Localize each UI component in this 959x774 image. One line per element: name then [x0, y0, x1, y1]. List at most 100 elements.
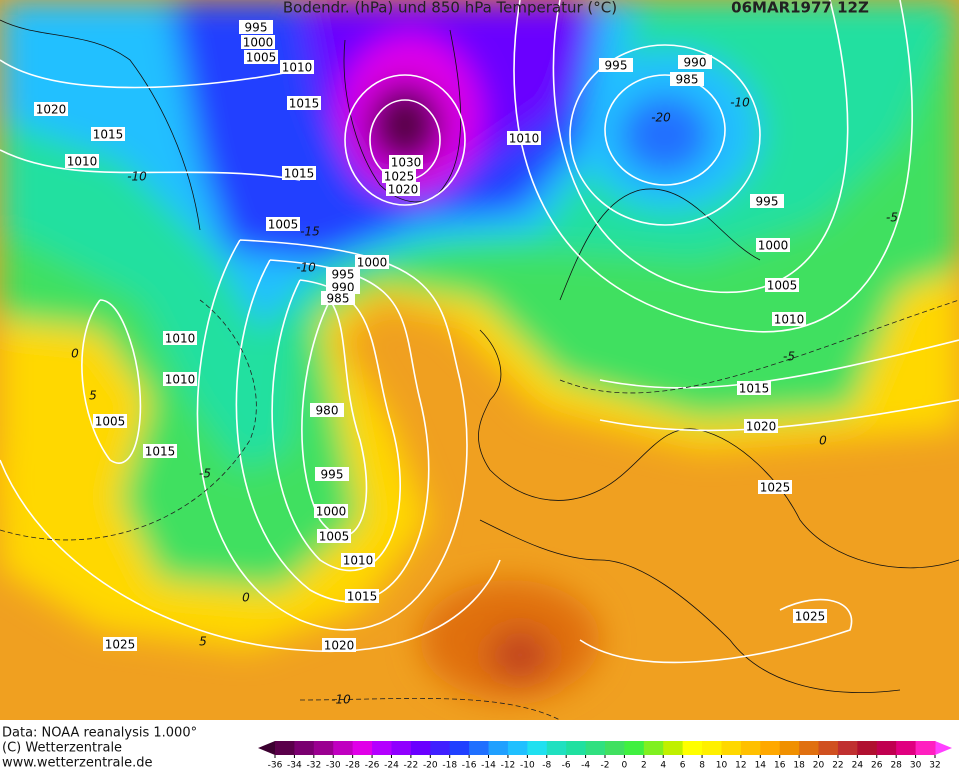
- isobar-label: 1010: [774, 313, 805, 327]
- isobar-label-bg: [326, 267, 360, 281]
- legend-tick-label: 26: [871, 761, 883, 771]
- footer-source: Data: NOAA reanalysis 1.000°: [2, 726, 197, 741]
- temperature-label: -10: [331, 693, 351, 707]
- isobar-label-bg: [322, 638, 356, 652]
- legend-tick-label: -18: [442, 761, 457, 771]
- isobar-label-bg: [91, 127, 125, 141]
- isobar-label-bg: [793, 609, 827, 623]
- isobar-label: 1015: [284, 167, 315, 181]
- legend-swatch: [275, 741, 295, 755]
- temperature-label: -10: [730, 96, 750, 110]
- isobar-label: 980: [316, 404, 339, 418]
- coastlines: [0, 19, 959, 693]
- isobar-label-bg: [345, 589, 379, 603]
- legend-swatch: [333, 741, 354, 755]
- isobar-label-bg: [765, 278, 799, 292]
- legend-tick-label: -6: [562, 761, 571, 771]
- legend-swatch: [469, 741, 490, 755]
- legend-tick-label: 0: [622, 761, 628, 771]
- temperature-label: 0: [71, 347, 79, 361]
- legend-tick-label: -16: [462, 761, 477, 771]
- footer-copyright: (C) Wetterzentrale: [2, 741, 122, 756]
- isobar-label: 990: [684, 56, 707, 70]
- legend-swatch: [352, 741, 373, 755]
- isobar-label-bg: [744, 419, 778, 433]
- legend-tick-label: -32: [306, 761, 321, 771]
- isobar-label: 1015: [739, 382, 770, 396]
- isobar-label-bg: [772, 312, 806, 326]
- legend-swatch: [857, 741, 878, 755]
- isobar-label-bg: [314, 504, 348, 518]
- temperature-label: 5: [199, 635, 207, 649]
- legend-tick-label: 30: [910, 761, 922, 771]
- isobar-label: 1025: [105, 638, 136, 652]
- isobar-label-bg: [599, 58, 633, 72]
- legend-swatch: [643, 741, 664, 755]
- temperature-label: 5: [89, 389, 97, 403]
- isobar-label: 1010: [165, 373, 196, 387]
- temperature-label: 0: [242, 591, 250, 605]
- temperature-label: -20: [651, 111, 671, 125]
- legend-swatch: [410, 741, 431, 755]
- isobar-label: 1000: [316, 505, 347, 519]
- legend-swatch: [799, 741, 820, 755]
- legend-tick-label: 22: [832, 761, 843, 771]
- legend-swatch: [915, 741, 936, 755]
- isobar-label-bg: [34, 102, 68, 116]
- temperature-label: -10: [296, 261, 316, 275]
- isobar-label-bg: [143, 444, 177, 458]
- isobar-label-bg: [507, 131, 541, 145]
- map-title: Bodendr. (hPa) und 850 hPa Temperatur (°…: [283, 0, 617, 17]
- legend-tick-label: -36: [268, 761, 283, 771]
- isobar-label: 1015: [289, 97, 320, 111]
- map-field: [0, 0, 959, 720]
- legend-swatch: [624, 741, 645, 755]
- isobar-label: 1015: [145, 445, 176, 459]
- isobar-label-bg: [758, 480, 792, 494]
- isobar-label: 995: [245, 21, 268, 35]
- legend-tick-label: 20: [813, 761, 825, 771]
- isobar-label: 1020: [36, 103, 67, 117]
- isobar-label-bg: [239, 20, 273, 34]
- isobar-label: 1025: [384, 170, 415, 184]
- legend-arrow-high: [935, 741, 952, 755]
- isobar-label: 995: [605, 59, 628, 73]
- legend-swatch: [313, 741, 334, 755]
- legend-swatch: [837, 741, 858, 755]
- legend-tick-label: 28: [890, 761, 902, 771]
- isobar-label-bg: [282, 166, 316, 180]
- isobar-label-bg: [93, 414, 127, 428]
- isobar-label: 985: [676, 73, 699, 87]
- isobar-label: 1005: [95, 415, 126, 429]
- isobar-label: 1010: [282, 61, 313, 75]
- legend-swatch: [507, 741, 528, 755]
- legend-swatch: [527, 741, 548, 755]
- legend-swatch: [740, 741, 761, 755]
- isobar-label: 1010: [509, 132, 540, 146]
- isobar-label-bg: [317, 529, 351, 543]
- legend-swatch: [430, 741, 451, 755]
- isobar-label: 1020: [746, 420, 777, 434]
- legend-tick-label: 12: [735, 761, 746, 771]
- isobar-label: 1010: [67, 155, 98, 169]
- isobar-label-bg: [280, 60, 314, 74]
- map-date: 06MAR1977 12Z: [731, 0, 869, 17]
- legend-tick-label: -22: [404, 761, 419, 771]
- legend-tick-label: 6: [680, 761, 686, 771]
- isobar-label: 1005: [319, 530, 350, 544]
- isobar-label-bg: [670, 72, 704, 86]
- isobar-label: 1010: [165, 332, 196, 346]
- isobar-label: 995: [332, 268, 355, 282]
- isobar-label-bg: [386, 182, 420, 196]
- legend-tick-label: -20: [423, 761, 438, 771]
- legend-swatch: [294, 741, 315, 755]
- legend-swatch: [876, 741, 897, 755]
- legend-swatch: [760, 741, 781, 755]
- legend-swatch: [391, 741, 412, 755]
- legend-tick-label: -30: [326, 761, 341, 771]
- isobar-label-bg: [287, 96, 321, 110]
- isobar-label: 1000: [357, 256, 388, 270]
- temperature-label: -5: [886, 211, 898, 225]
- legend-tick-label: 18: [793, 761, 805, 771]
